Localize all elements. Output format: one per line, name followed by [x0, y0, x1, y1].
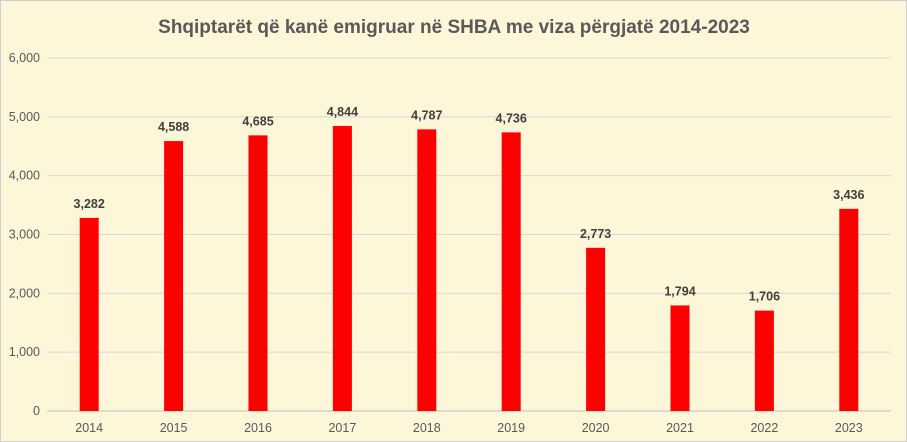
data-label-2020: 2,773 — [580, 227, 611, 241]
x-tick-label-2020: 2020 — [582, 421, 610, 435]
x-tick-label-2014: 2014 — [75, 421, 103, 435]
bar-2023 — [839, 208, 859, 411]
x-tick-label-2016: 2016 — [244, 421, 272, 435]
y-tick-label: 5,000 — [9, 110, 40, 124]
y-tick-label: 3,000 — [9, 228, 40, 242]
data-label-2021: 1,794 — [664, 284, 695, 298]
y-tick-label: 6,000 — [9, 51, 40, 65]
bar-2018 — [417, 129, 437, 411]
chart-title: Shqiptarët që kanë emigruar në SHBA me v… — [158, 17, 750, 38]
x-tick-label-2015: 2015 — [160, 421, 188, 435]
bar-2019 — [501, 132, 521, 411]
bar-2016 — [248, 135, 268, 411]
y-tick-label: 2,000 — [9, 286, 40, 300]
y-tick-label: 0 — [33, 404, 40, 418]
data-label-2022: 1,706 — [749, 290, 780, 304]
data-label-2014: 3,282 — [74, 197, 105, 211]
bar-2014 — [79, 217, 99, 411]
x-tick-label-2017: 2017 — [328, 421, 356, 435]
x-tick-label-2018: 2018 — [413, 421, 441, 435]
bar-2017 — [332, 126, 352, 412]
x-tick-label-2021: 2021 — [666, 421, 694, 435]
data-label-2016: 4,685 — [242, 114, 273, 128]
data-label-2019: 4,736 — [496, 111, 527, 125]
bars — [79, 126, 859, 412]
gridlines — [47, 57, 891, 412]
bar-2015 — [164, 141, 184, 411]
x-tick-label-2023: 2023 — [835, 421, 863, 435]
data-label-2017: 4,844 — [327, 105, 358, 119]
y-axis-ticks: 0 1,000 2,000 3,000 4,000 5,000 6,000 — [9, 51, 40, 418]
x-axis-ticks: 2014 2015 2016 2017 2018 2019 2020 2021 2022 2023 — [75, 421, 862, 435]
x-tick-label-2019: 2019 — [497, 421, 525, 435]
y-tick-label: 1,000 — [9, 345, 40, 359]
data-label-2023: 3,436 — [833, 188, 864, 202]
data-labels: 3,282 4,588 4,685 4,844 4,787 4,736 2,773 1,794… — [74, 105, 865, 304]
bar-2021 — [670, 305, 690, 411]
x-tick-label-2022: 2022 — [750, 421, 778, 435]
data-label-2015: 4,588 — [158, 120, 189, 134]
bar-2022 — [754, 310, 774, 411]
y-tick-label: 4,000 — [9, 169, 40, 183]
bar-2020 — [586, 247, 606, 411]
data-label-2018: 4,787 — [411, 108, 442, 122]
